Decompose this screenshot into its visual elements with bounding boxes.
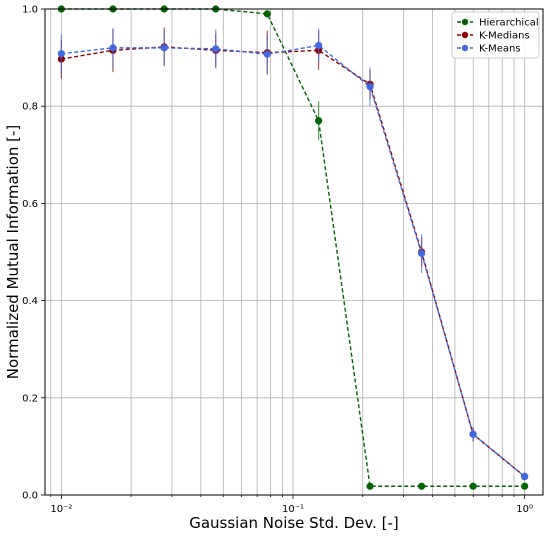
data-point [469, 430, 477, 438]
legend: Hierarchical K-Medians K-Means [451, 11, 540, 59]
data-point [263, 50, 271, 58]
y-tick-label: 0.8 [22, 102, 38, 113]
legend-label: K-Means [479, 44, 521, 55]
x-tick-label: 10⁻¹ [282, 504, 304, 515]
data-point [57, 50, 65, 58]
legend-box [451, 11, 540, 59]
y-tick-label: 0.0 [22, 491, 38, 502]
data-point [417, 482, 426, 490]
y-tick-label: 0.2 [22, 393, 38, 404]
y-tick-label: 0.4 [22, 296, 38, 307]
data-point [212, 45, 220, 53]
y-tick-label: 0.6 [22, 199, 38, 210]
data-point [109, 44, 117, 52]
series-line [61, 44, 526, 478]
data-point [366, 83, 374, 91]
x-tick-label: 10⁻² [50, 504, 72, 515]
legend-label: Hierarchical [479, 18, 539, 29]
data-point [469, 482, 477, 490]
y-axis-label: Normalized Mutual Information [-] [4, 125, 22, 380]
x-tick-label: 10⁰ [516, 504, 533, 515]
y-tick-label: 1.0 [22, 5, 38, 16]
data-point [263, 10, 271, 18]
data-point [315, 117, 323, 125]
grid-layer [45, 8, 543, 496]
legend-marker [461, 31, 469, 39]
x-axis-label: Gaussian Noise Std. Dev. [-] [189, 514, 399, 532]
data-point [160, 44, 168, 52]
data-point [315, 41, 323, 50]
legend-marker [461, 44, 469, 52]
data-point [417, 249, 426, 258]
legend-label: K-Medians [479, 31, 530, 42]
tick-layer: 10⁻² 10⁻¹ 10⁰ 0.0 0.2 0.4 0.6 0.8 1.0 [22, 5, 533, 516]
data-point [521, 482, 529, 490]
series-line [61, 46, 526, 478]
legend-marker [461, 18, 469, 26]
plot-frame [44, 8, 544, 496]
data-point [521, 472, 529, 481]
series-k-means [57, 28, 529, 481]
data-point [366, 482, 374, 490]
data-layer [57, 5, 529, 490]
